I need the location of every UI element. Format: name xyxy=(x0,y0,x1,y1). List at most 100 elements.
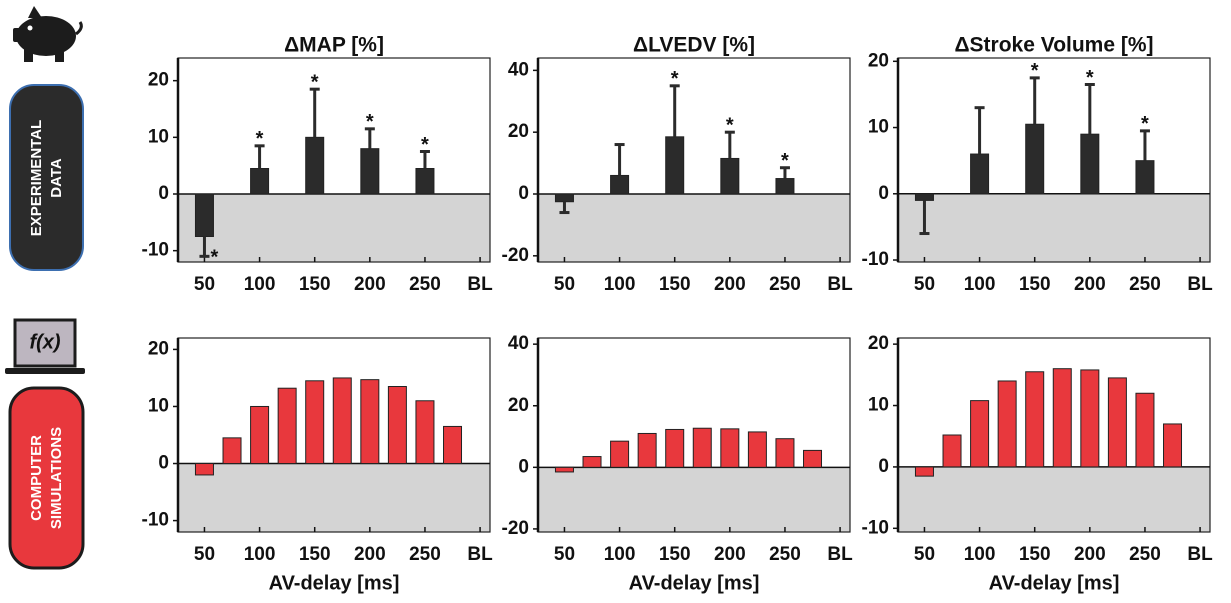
bar xyxy=(1025,371,1045,468)
significance-mark: * xyxy=(1141,113,1149,135)
x-tick-label: 150 xyxy=(299,544,331,565)
bar xyxy=(387,386,407,465)
x-tick-label: BL xyxy=(827,274,853,295)
x-tick-label: 100 xyxy=(244,544,276,565)
negative-region xyxy=(538,467,850,532)
y-tick-label: 0 xyxy=(518,456,529,477)
x-tick-label: 200 xyxy=(1074,544,1106,565)
bar xyxy=(665,428,685,468)
x-tick-label: 250 xyxy=(1129,544,1161,565)
y-tick-label: 10 xyxy=(868,117,889,138)
laptop-icon xyxy=(5,318,85,374)
experimental-box xyxy=(9,84,84,271)
x-tick-label: 200 xyxy=(1074,274,1106,295)
simulation-label: COMPUTER xyxy=(28,435,45,521)
significance-mark: * xyxy=(211,247,219,269)
y-tick-label: 0 xyxy=(878,456,889,477)
negative-region xyxy=(898,193,1210,262)
bar xyxy=(222,437,242,465)
x-tick-label: 100 xyxy=(964,544,996,565)
x-axis-label: AV-delay [ms] xyxy=(629,572,760,594)
x-tick-label: 250 xyxy=(769,274,801,295)
y-tick-label: 20 xyxy=(868,333,889,354)
x-tick-label: 100 xyxy=(964,274,996,295)
x-tick-label: 250 xyxy=(769,544,801,565)
y-tick-label: 10 xyxy=(868,395,889,416)
significance-mark: * xyxy=(726,114,734,136)
y-tick-label: 40 xyxy=(508,59,529,80)
y-tick-label: 20 xyxy=(148,338,169,359)
y-tick-label: 0 xyxy=(518,183,529,204)
significance-mark: * xyxy=(311,71,319,93)
x-tick-label: 200 xyxy=(354,544,386,565)
significance-mark: * xyxy=(1031,60,1039,82)
y-tick-label: -10 xyxy=(862,249,889,270)
x-tick-label: 150 xyxy=(1019,544,1051,565)
x-tick-label: 250 xyxy=(409,274,441,295)
y-tick-label: 0 xyxy=(158,183,169,204)
x-tick-label: 50 xyxy=(914,544,935,565)
bar xyxy=(1080,369,1100,468)
x-tick-label: 100 xyxy=(604,544,636,565)
x-tick-label: 100 xyxy=(244,274,276,295)
bar xyxy=(914,466,934,477)
negative-region xyxy=(178,194,490,262)
bar xyxy=(277,387,297,465)
simulation-box xyxy=(8,386,85,570)
chart-title: ΔMAP [%] xyxy=(284,34,384,57)
y-tick-label: 20 xyxy=(508,121,529,142)
bar xyxy=(305,136,325,195)
x-tick-label: 250 xyxy=(1129,274,1161,295)
x-tick-label: BL xyxy=(827,544,853,565)
significance-mark: * xyxy=(366,111,374,133)
negative-region xyxy=(898,466,1210,532)
experimental-label: EXPERIMENTAL xyxy=(28,120,45,236)
bar xyxy=(997,380,1017,468)
y-tick-label: 0 xyxy=(878,183,889,204)
bar xyxy=(942,434,962,468)
bar xyxy=(360,148,380,195)
simulation-label: SIMULATIONS xyxy=(48,427,65,529)
y-tick-label: -10 xyxy=(862,517,889,538)
x-tick-label: 50 xyxy=(194,274,215,295)
bar xyxy=(775,438,795,468)
bar xyxy=(554,466,574,473)
x-axis-label: AV-delay [ms] xyxy=(989,572,1120,594)
pig-icon xyxy=(13,6,83,62)
y-tick-label: 20 xyxy=(508,395,529,416)
y-tick-label: 40 xyxy=(508,333,529,354)
y-tick-label: -10 xyxy=(142,240,169,261)
bar xyxy=(554,193,574,203)
bar xyxy=(914,193,934,201)
chart-title: ΔLVEDV [%] xyxy=(633,34,755,57)
bar xyxy=(637,432,657,468)
bar xyxy=(250,168,270,195)
bar xyxy=(747,431,767,468)
x-tick-label: 50 xyxy=(554,274,575,295)
bar xyxy=(360,379,380,465)
bar xyxy=(775,178,795,195)
significance-mark: * xyxy=(421,134,429,156)
bar xyxy=(610,440,630,468)
x-tick-label: 150 xyxy=(299,274,331,295)
bar xyxy=(610,174,630,195)
bar xyxy=(970,400,990,468)
x-tick-label: 250 xyxy=(409,544,441,565)
bar xyxy=(443,425,463,465)
x-tick-label: 150 xyxy=(1019,274,1051,295)
bar xyxy=(332,377,352,465)
bar xyxy=(582,456,602,468)
x-tick-label: 50 xyxy=(194,544,215,565)
bar xyxy=(1135,392,1155,468)
x-tick-label: 100 xyxy=(604,274,636,295)
x-tick-label: BL xyxy=(467,544,493,565)
bar xyxy=(415,168,435,195)
x-tick-label: 200 xyxy=(714,274,746,295)
y-tick-label: 10 xyxy=(148,395,169,416)
bar xyxy=(1163,423,1183,468)
bar xyxy=(415,400,435,465)
chart-title: ΔStroke Volume [%] xyxy=(954,34,1153,57)
significance-mark: * xyxy=(1086,67,1094,89)
bar xyxy=(305,380,325,465)
